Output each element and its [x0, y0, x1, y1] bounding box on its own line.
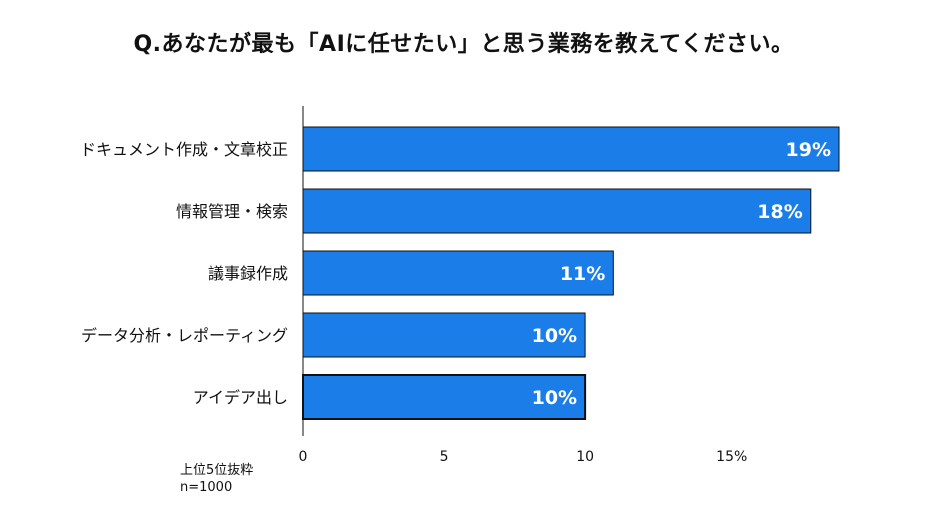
x-tick-label: 15% [716, 449, 747, 465]
category-label: 情報管理・検索 [176, 202, 288, 221]
footnote-sample-size: n=1000 [180, 480, 233, 495]
bar-value-label: 10% [532, 387, 577, 409]
bar [302, 312, 586, 358]
bar-value-label: 11% [560, 263, 605, 285]
category-label: 議事録作成 [208, 264, 288, 283]
category-label: アイデア出し [193, 388, 288, 407]
bar-value-label: 18% [757, 201, 802, 223]
bar [302, 126, 840, 172]
chart-title: Q.あなたが最も「AIに任せたい」と思う業務を教えてください。 [133, 32, 794, 57]
category-label: ドキュメント作成・文章校正 [80, 140, 288, 159]
footnote-scope: 上位5位抜粋 [180, 463, 254, 478]
x-tick-label: 5 [440, 449, 449, 465]
x-tick-label: 0 [299, 449, 308, 465]
bar [302, 250, 614, 296]
x-tick-label: 10 [576, 449, 594, 465]
bar [302, 188, 812, 234]
footnote: 上位5位抜粋 n=1000 [180, 462, 253, 496]
bar [302, 374, 587, 420]
category-label: データ分析・レポーティング [81, 326, 288, 345]
bar-value-label: 10% [532, 325, 577, 347]
bar-value-label: 19% [786, 139, 831, 161]
